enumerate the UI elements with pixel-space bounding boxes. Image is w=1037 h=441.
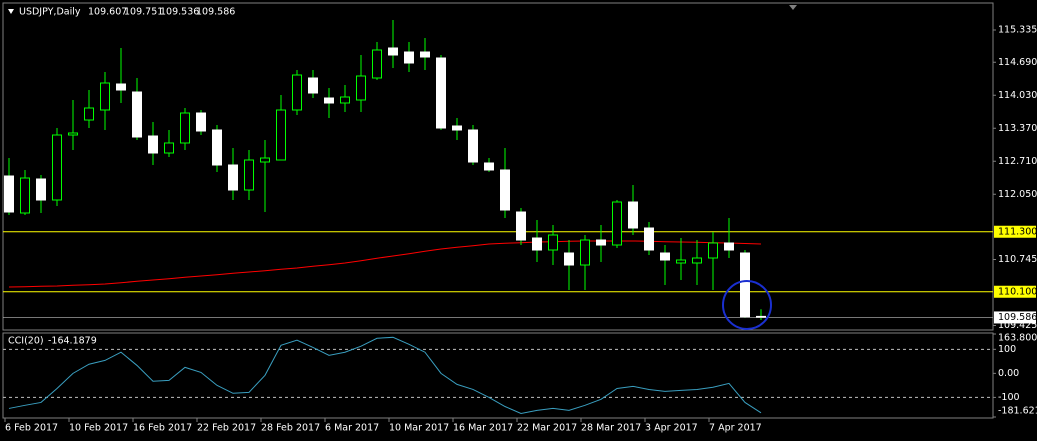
candle-body: [212, 129, 222, 166]
candle-body: [516, 211, 526, 241]
y-tick-label: 110.745: [998, 254, 1037, 265]
candle-body: [196, 112, 206, 132]
x-tick-label: 10 Feb 2017: [69, 423, 128, 434]
price-panel: [2, 2, 994, 331]
candle-body: [692, 257, 702, 264]
level-label: 111.300: [998, 226, 1037, 237]
candle-body: [452, 125, 462, 131]
highlight-circle: [722, 280, 772, 330]
bid-label: 109.586: [998, 312, 1037, 323]
candle-body: [228, 164, 238, 191]
candle-body: [116, 83, 126, 91]
candle-body: [468, 129, 478, 163]
y-tick-label: 114.030: [998, 90, 1037, 101]
candle-body: [564, 252, 574, 266]
y-tick-label: 114.690: [998, 57, 1037, 68]
cci-line: [8, 336, 762, 415]
y-tick-label: 112.710: [998, 156, 1037, 167]
candle-body: [356, 75, 366, 101]
cci-title: CCI(20): [8, 336, 44, 347]
x-tick-label: 7 Apr 2017: [709, 423, 762, 434]
x-tick-label: 10 Mar 2017: [389, 423, 449, 434]
candle-body: [500, 169, 510, 211]
y-tick-label: 109.425: [998, 320, 1037, 331]
candle-body: [708, 242, 718, 259]
x-tick-label: 22 Mar 2017: [517, 423, 577, 434]
header-close: 109.586: [196, 7, 235, 18]
candle-body: [628, 201, 638, 229]
candle-body: [68, 132, 78, 136]
shift-marker: [789, 5, 797, 10]
candle-body: [612, 201, 622, 246]
candle-body: [644, 227, 654, 251]
header-high: 109.751: [124, 7, 163, 18]
x-tick-label: 6 Mar 2017: [325, 423, 379, 434]
y-tick-label: -100: [998, 392, 1020, 403]
candle-body: [260, 157, 270, 163]
x-tick-label: 16 Mar 2017: [453, 423, 513, 434]
x-tick-label: 6 Feb 2017: [5, 423, 58, 434]
bid-label-box: [994, 311, 1036, 324]
x-tick-label: 3 Apr 2017: [645, 423, 698, 434]
candle-body: [484, 162, 494, 171]
level-label: 110.100: [998, 286, 1037, 297]
cci-value: -164.1879: [48, 336, 97, 347]
x-tick-label: 28 Mar 2017: [581, 423, 641, 434]
candle-body: [36, 178, 46, 201]
x-tick-label: 22 Feb 2017: [197, 423, 256, 434]
y-tick-label: 112.050: [998, 189, 1037, 200]
candle-body: [340, 96, 350, 104]
x-tick-label: 16 Feb 2017: [133, 423, 192, 434]
candle-body: [596, 239, 606, 246]
candle-body: [20, 177, 30, 214]
candle-body: [52, 134, 62, 201]
candle-body: [580, 239, 590, 266]
candle-body: [724, 242, 734, 251]
x-tick-label: 28 Feb 2017: [261, 423, 320, 434]
level-label-box: [994, 225, 1036, 238]
candle-body: [100, 82, 110, 111]
candle-body: [164, 142, 174, 154]
y-tick-label: 100: [998, 344, 1016, 355]
candle-body: [4, 175, 14, 213]
cci-panel: [2, 332, 994, 419]
candle-body: [436, 57, 446, 129]
y-tick-label: -181.6217: [998, 406, 1037, 417]
moving-average: [8, 240, 762, 288]
menu-triangle[interactable]: [8, 9, 14, 14]
plot: 115.335 114.690 114.030 113.370 112.710 112.0…: [3, 20, 1037, 434]
header-open: 109.607: [88, 7, 127, 18]
candle-body: [276, 109, 286, 161]
y-tick-label: 115.335: [998, 25, 1037, 36]
candle-body: [548, 234, 558, 251]
candle-body: [244, 159, 254, 191]
candle-body: [404, 51, 414, 64]
candle-body: [388, 47, 398, 56]
candle-body: [372, 49, 382, 79]
y-tick-label: 113.370: [998, 123, 1037, 134]
y-tick-label: 0.00: [998, 368, 1019, 379]
level-label-box: [994, 285, 1036, 298]
header-low: 109.536: [160, 7, 199, 18]
candle-body: [180, 112, 190, 144]
y-tick-label: 163.8008: [998, 333, 1037, 344]
candle-body: [660, 252, 670, 261]
candle-body: [676, 259, 686, 264]
candle-body: [308, 77, 318, 94]
candle-body: [132, 91, 142, 138]
candle-body: [532, 237, 542, 251]
chart-title: USDJPY,Daily: [19, 7, 81, 18]
candle-body: [148, 135, 158, 154]
candle-body: [292, 74, 302, 111]
candle-body: [740, 252, 750, 318]
candle-body: [84, 107, 94, 121]
candle-body: [420, 51, 430, 58]
candle-body: [324, 97, 334, 104]
